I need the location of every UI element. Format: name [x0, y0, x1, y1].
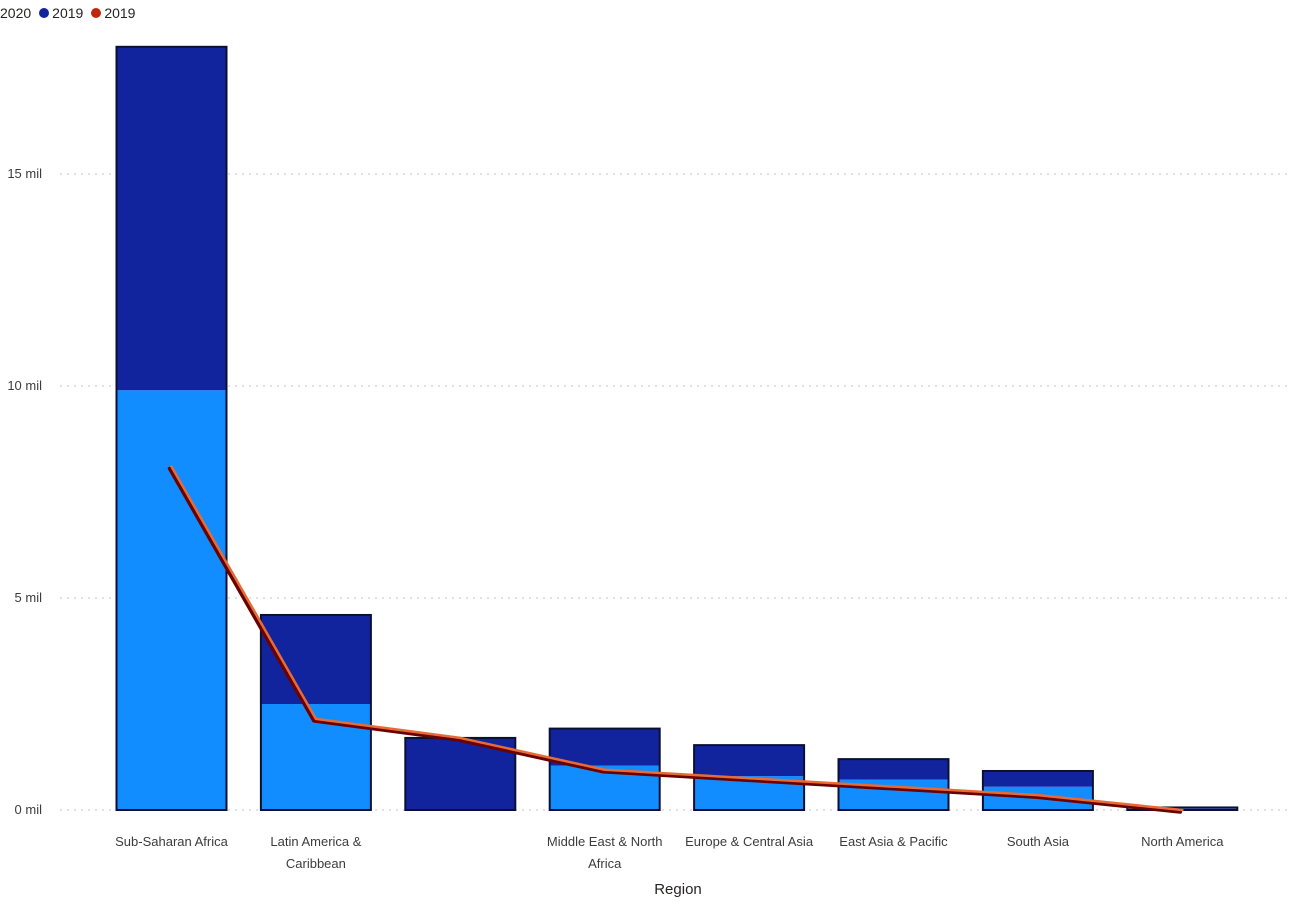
x-tick-label-0: Sub-Saharan Africa [115, 834, 229, 849]
bar-2019-3 [549, 728, 660, 766]
bar-outline-1 [259, 613, 372, 812]
x-tick-label-line-6-0: South Asia [1007, 834, 1070, 849]
bar-group-0 [115, 45, 228, 812]
line-point-2 [459, 736, 462, 740]
x-tick-label-4: Europe & Central Asia [685, 834, 814, 849]
line-point-6 [1036, 793, 1040, 797]
x-tick-label-3: Middle East & North Africa [547, 834, 663, 871]
bar-outline-0 [115, 45, 228, 812]
x-tick-label-1: Latin America & Caribbean [270, 834, 361, 871]
x-tick-label-line-5-0: East Asia & Pacific [839, 834, 948, 849]
line-point-4 [747, 777, 751, 780]
line-point-1 [314, 717, 318, 721]
bar-2019-0 [116, 46, 227, 391]
bar-2020-0 [116, 390, 227, 810]
bar-group-1 [259, 613, 372, 812]
y-tick-label-0: 0 mil [15, 802, 43, 817]
y-tick-label-3: 15 mil [7, 166, 42, 181]
bar-2019-4 [694, 745, 805, 777]
x-tick-label-line-1-0: Latin America & [270, 834, 361, 849]
x-tick-label-line-3-0: Middle East & North [547, 834, 663, 849]
line-point-7 [1181, 808, 1184, 812]
legend-swatch-1 [39, 8, 50, 18]
legend-label-0: 2020 [0, 5, 32, 21]
x-axis-title: Region [654, 881, 702, 898]
x-tick-label-line-7-0: North America [1141, 834, 1224, 849]
x-tick-label-line-3-1: Africa [588, 856, 622, 871]
legend-item-1: 2019 [39, 5, 83, 21]
x-tick-label-7: North America [1141, 834, 1224, 849]
legend-item-0: 2020 [0, 5, 31, 21]
line-point-0 [170, 465, 173, 468]
bar-outline-6 [981, 769, 1094, 812]
chart-legend: 2020 2019 2019 [0, 3, 143, 23]
bar-outline-3 [548, 727, 661, 811]
legend-label-1: 2019 [52, 5, 84, 21]
legend-item-2: 2019 [91, 5, 135, 21]
line-2019 [170, 465, 1184, 812]
x-tick-label-6: South Asia [1007, 834, 1070, 849]
bar-group-6 [981, 769, 1094, 812]
line-point-3 [603, 768, 606, 771]
line-point-5 [892, 785, 895, 788]
legend-swatch-2 [91, 8, 102, 18]
x-tick-label-5: East Asia & Pacific [839, 834, 948, 849]
y-tick-label-2: 10 mil [7, 378, 42, 393]
bar-2019-6 [982, 770, 1093, 787]
y-tick-label-1: 5 mil [15, 590, 43, 605]
x-tick-label-line-4-0: Europe & Central Asia [685, 834, 814, 849]
x-tick-label-line-0-0: Sub-Saharan Africa [115, 834, 229, 849]
legend-label-2: 2019 [104, 5, 136, 21]
bar-2019-5 [838, 759, 949, 780]
x-tick-label-line-1-1: Caribbean [286, 856, 346, 871]
line-2019-shadow [167, 466, 1183, 814]
